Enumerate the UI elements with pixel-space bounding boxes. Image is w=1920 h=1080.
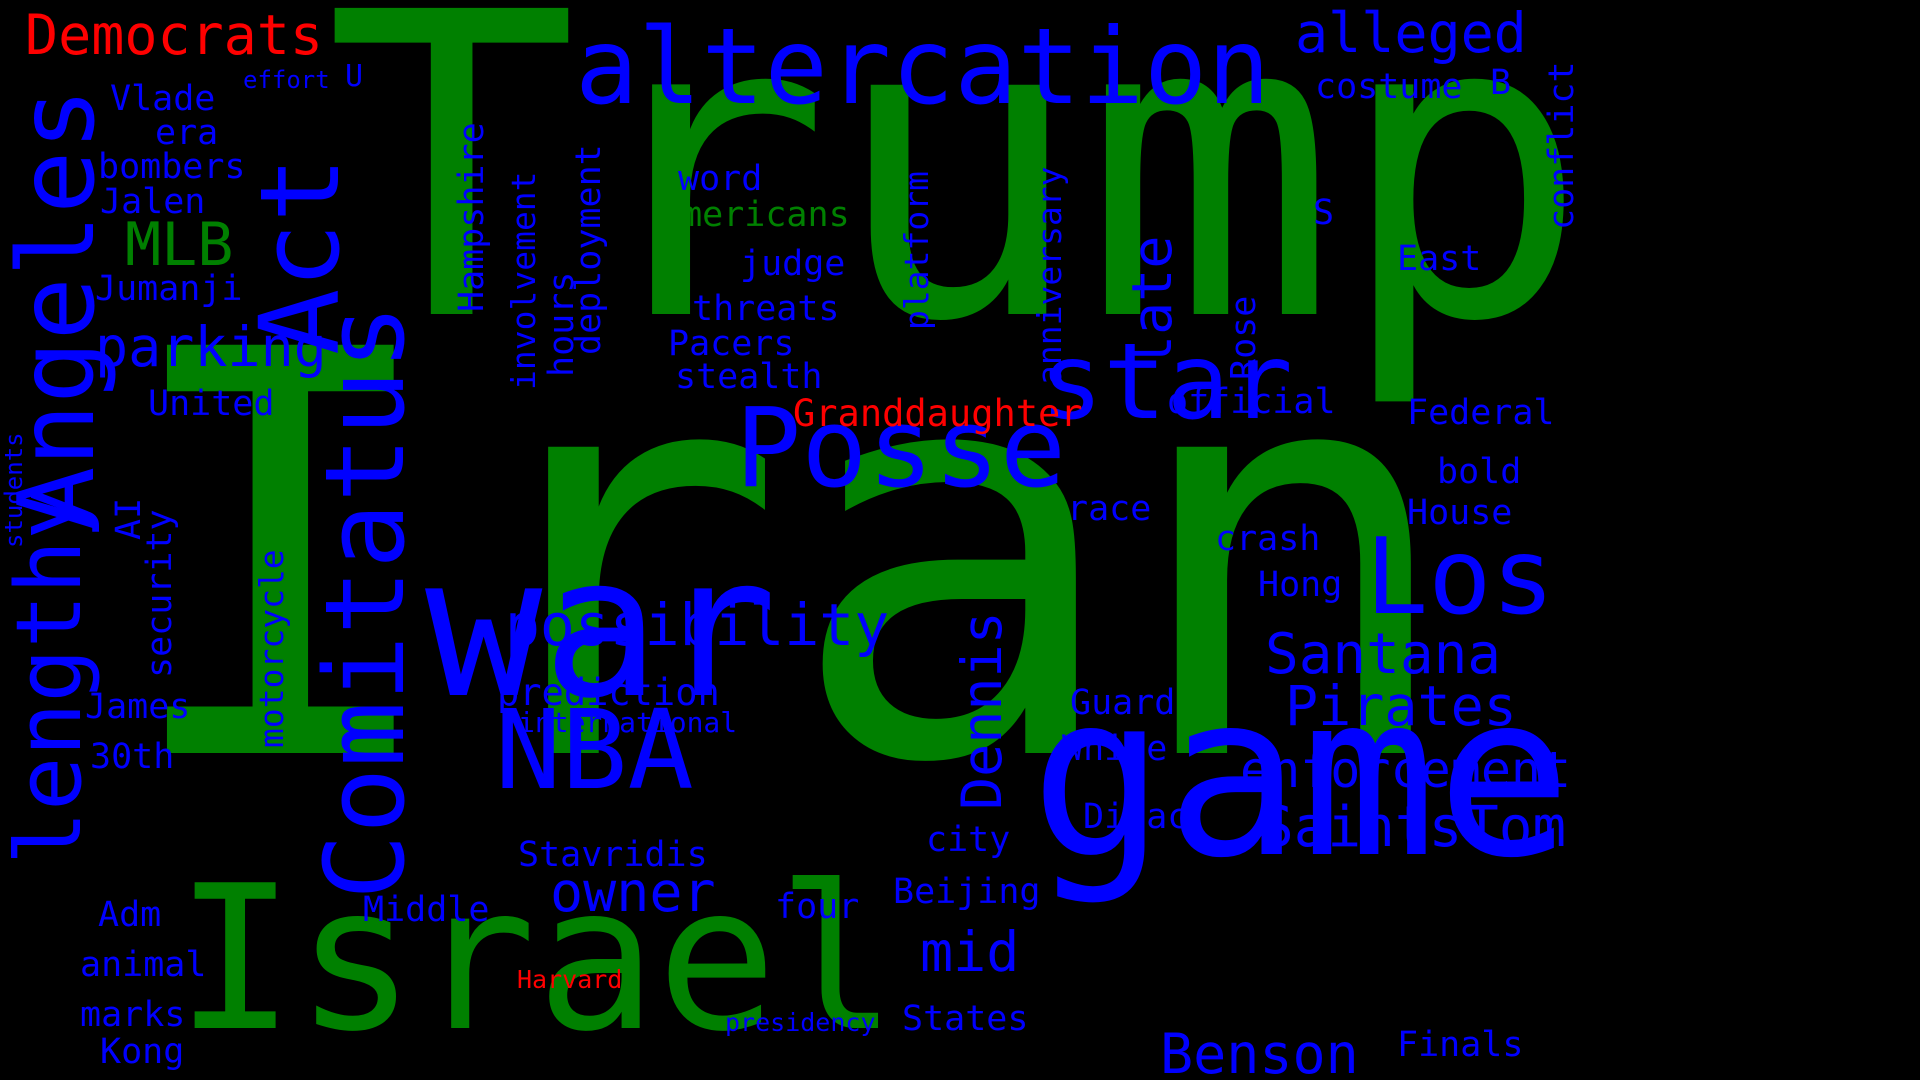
word-city: city	[926, 820, 1011, 860]
word-israel: Israel	[175, 843, 898, 1076]
word-enforcement: enforcement	[1240, 741, 1572, 799]
word-harvard: Harvard	[517, 965, 623, 994]
word-east: East	[1397, 239, 1482, 279]
word-finals: Finals	[1397, 1025, 1524, 1065]
word-adm: Adm	[98, 895, 162, 935]
word-dennis: Dennis	[950, 611, 1014, 810]
word-alleged: alleged	[1295, 1, 1527, 65]
word-benson: Benson	[1160, 1022, 1359, 1080]
word-tom: Tom	[1465, 795, 1567, 860]
word-possibility: possibility	[505, 591, 890, 659]
word-star: star	[1040, 321, 1293, 443]
word-jumanji: Jumanji	[95, 269, 243, 309]
word-international: international	[518, 706, 738, 739]
word-motorcycle: motorcycle	[252, 549, 291, 748]
word-owner: owner	[550, 860, 716, 924]
word-bold: bold	[1437, 452, 1522, 492]
word-conflict: conflict	[1542, 61, 1582, 230]
word-pirates: Pirates	[1285, 674, 1517, 738]
word-anniversary: anniversary	[1030, 166, 1069, 385]
word-crash: crash	[1215, 519, 1321, 559]
word-era: era	[155, 113, 219, 153]
word-presidency: presidency	[725, 1008, 876, 1037]
word-federal: Federal	[1407, 393, 1555, 433]
word-nba: NBA	[495, 686, 694, 814]
word-posse: Posse	[735, 384, 1067, 512]
word-trump: Trump	[325, 0, 1590, 414]
word-official: official	[1167, 382, 1336, 422]
word-rose: Rose	[1224, 295, 1264, 380]
word-involvement: involvement	[504, 171, 543, 390]
word-threats: threats	[692, 289, 840, 329]
word-four: four	[775, 887, 860, 927]
word-divac: Divac	[1083, 797, 1189, 837]
word-stealth: stealth	[675, 357, 823, 397]
word-comitatus: Comitatus	[301, 303, 429, 900]
word-mlb: MLB	[125, 210, 234, 280]
word-beijing: Beijing	[893, 872, 1041, 912]
word-democrats: Democrats	[25, 3, 324, 67]
word-s: S	[1313, 193, 1335, 233]
word-united: United	[148, 384, 275, 424]
word-prediction: prediction	[497, 671, 720, 714]
word-americans: Americans	[660, 195, 850, 235]
word-game: game	[1030, 646, 1572, 908]
word-bombers: bombers	[98, 147, 246, 187]
word-guard: Guard	[1070, 683, 1176, 723]
word-middle: Middle	[363, 890, 490, 930]
word-los: Los	[1365, 516, 1555, 638]
word-hong: Hong	[1258, 565, 1343, 605]
word-costume: costume	[1315, 67, 1463, 107]
word-animal: animal	[80, 945, 207, 985]
word-iran: Iran	[112, 234, 1461, 886]
word-effort: effort	[243, 66, 330, 94]
word-parking: parking	[95, 315, 327, 379]
word-vlade: Vlade	[110, 79, 216, 119]
word-platform: platform	[897, 171, 936, 330]
word-stavridis: Stavridis	[518, 835, 708, 875]
word-james: James	[85, 687, 191, 727]
word-kong: Kong	[100, 1032, 185, 1072]
word-race: race	[1067, 489, 1152, 529]
word-saints: Saints	[1260, 795, 1463, 860]
word-states: States	[902, 999, 1029, 1039]
word-granddaughter: Granddaughter	[793, 392, 1083, 435]
word-30th: 30th	[90, 737, 175, 777]
word-house: House	[1407, 493, 1513, 533]
word-hampshire: Hampshire	[452, 122, 492, 312]
word-late: late	[1120, 235, 1184, 368]
word-pacers: Pacers	[668, 324, 795, 364]
word-b: B	[1490, 63, 1512, 103]
word-hours: hours	[542, 271, 582, 377]
word-jalen: Jalen	[100, 182, 206, 222]
word-santana: Santana	[1265, 622, 1502, 687]
word-war: war	[425, 514, 778, 741]
word-marks: marks	[80, 995, 186, 1035]
word-judge: judge	[740, 244, 846, 284]
word-security: security	[140, 509, 180, 678]
word-word: word	[678, 159, 763, 199]
word-u: U	[345, 59, 364, 94]
word-altercation: altercation	[575, 6, 1271, 128]
word-mid: mid	[920, 920, 1020, 984]
word-students: students	[0, 432, 28, 548]
word-white: White	[1062, 729, 1168, 769]
